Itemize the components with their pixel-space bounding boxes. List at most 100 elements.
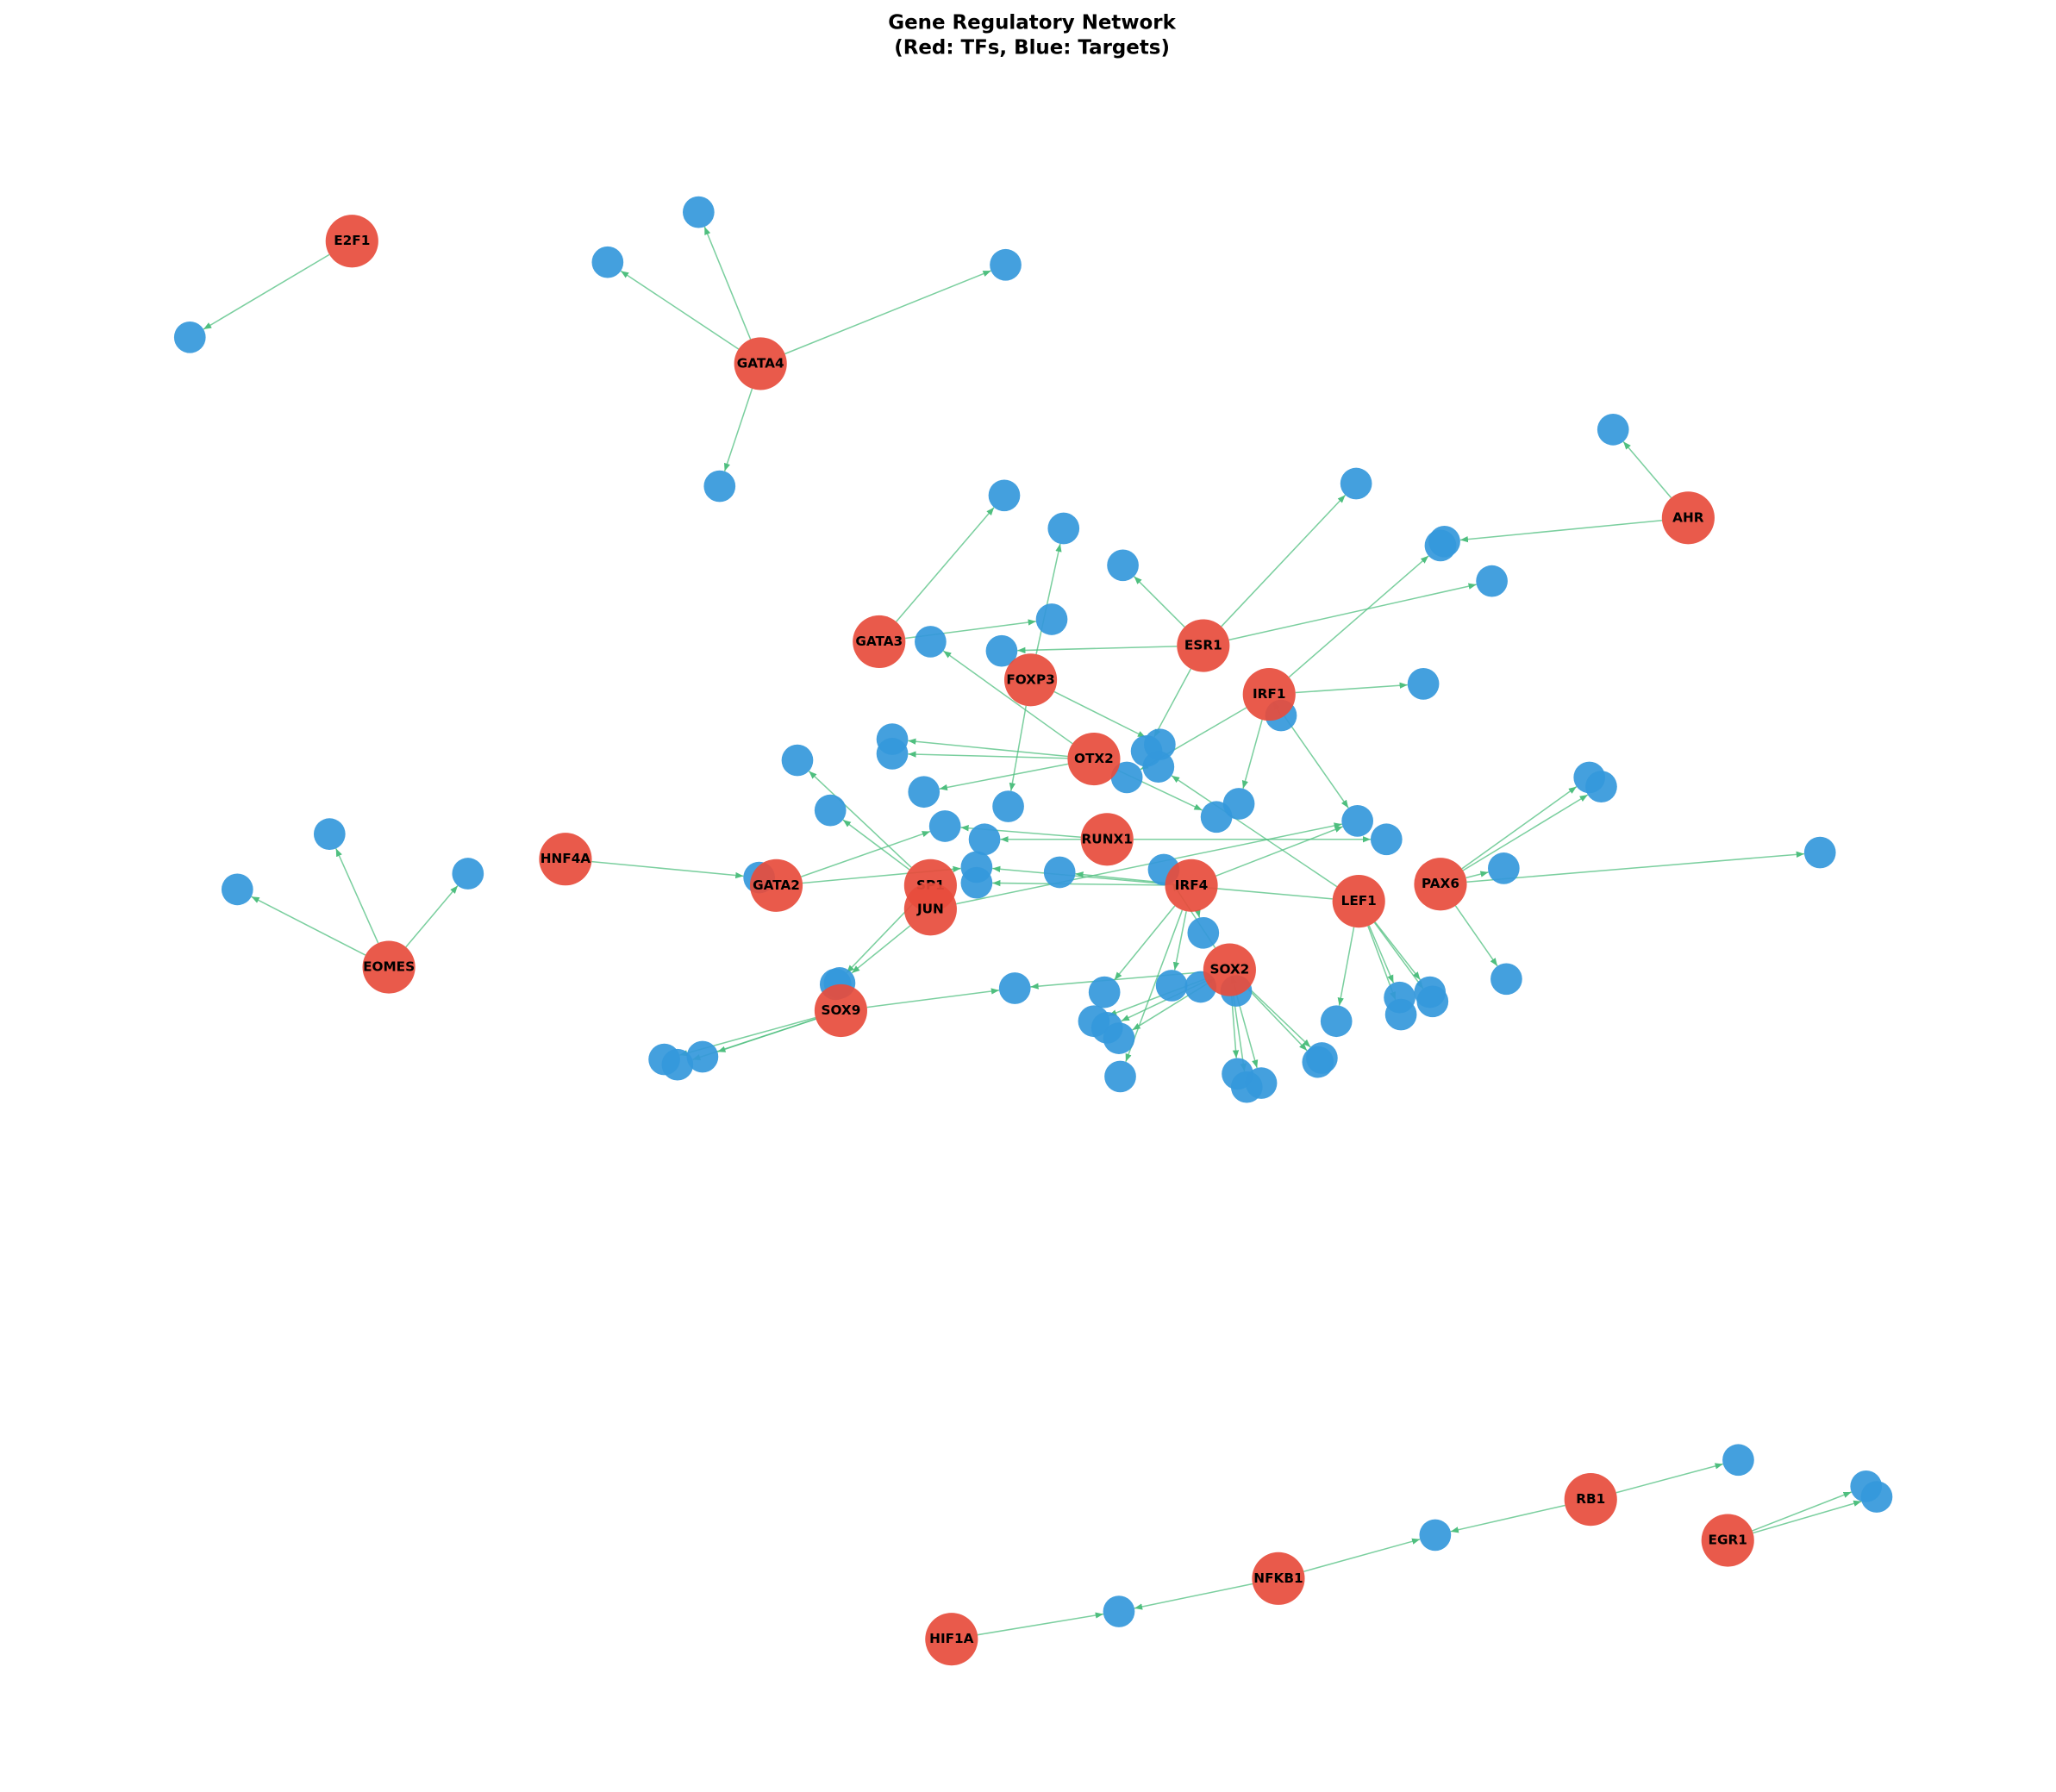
target-node — [1155, 970, 1188, 1002]
tf-node — [325, 215, 378, 268]
edge — [1466, 851, 1805, 883]
edge — [203, 253, 330, 330]
edge — [908, 751, 1068, 759]
target-node — [988, 479, 1021, 512]
node-label: HIF1A — [929, 1631, 974, 1646]
edge — [717, 1018, 816, 1052]
edge — [846, 903, 913, 974]
edge — [1303, 1538, 1421, 1572]
target-node — [781, 744, 814, 777]
node-label: NFKB1 — [1253, 1570, 1303, 1586]
node-label: LEF1 — [1341, 893, 1377, 908]
edge — [723, 388, 753, 471]
node-label: PAX6 — [1422, 876, 1459, 891]
node-label: GATA2 — [753, 877, 800, 893]
node-label: SOX2 — [1209, 962, 1249, 977]
target-node — [1043, 856, 1076, 889]
tf-node — [362, 940, 416, 994]
target-node — [1803, 836, 1836, 869]
target-node — [1407, 668, 1440, 700]
edge — [703, 226, 752, 340]
edge — [1133, 576, 1185, 628]
target-node — [998, 972, 1031, 1004]
target-node — [682, 196, 715, 228]
target-node — [1107, 549, 1139, 582]
target-node — [221, 873, 253, 906]
tf-node — [1080, 813, 1134, 866]
node-label: ESR1 — [1184, 638, 1222, 653]
edge — [1295, 682, 1408, 694]
edge — [992, 879, 1165, 887]
node-label: IRF4 — [1175, 877, 1209, 893]
edge — [1284, 715, 1349, 809]
tf-node — [734, 337, 787, 390]
tf-node — [1661, 491, 1715, 545]
tf-node — [1564, 1473, 1617, 1527]
edge — [942, 650, 1073, 745]
target-node — [915, 626, 947, 658]
edge — [1221, 494, 1347, 628]
target-node — [1103, 1022, 1135, 1054]
edge — [1053, 690, 1147, 739]
node-label: FOXP3 — [1006, 671, 1054, 687]
node-label: SOX9 — [822, 1002, 861, 1018]
target-node — [1585, 771, 1617, 802]
edge — [896, 507, 995, 622]
edge — [1017, 646, 1178, 654]
node-label: GATA3 — [855, 634, 903, 649]
target-node — [928, 810, 961, 842]
edge — [842, 819, 910, 871]
edge — [1752, 1491, 1852, 1532]
tf-node — [853, 615, 906, 669]
edge — [1368, 925, 1395, 983]
tf-node — [749, 859, 803, 912]
target-node — [591, 246, 624, 278]
tf-node — [1242, 668, 1296, 721]
target-node — [1104, 1060, 1136, 1093]
edge — [1450, 1504, 1565, 1533]
target-node — [1597, 414, 1629, 446]
tf-node — [903, 883, 957, 936]
edge — [1215, 826, 1343, 877]
target-nodes — [173, 196, 1893, 1627]
target-node — [1490, 963, 1522, 996]
edge — [1288, 555, 1429, 678]
target-node — [1088, 976, 1121, 1008]
edge — [1622, 440, 1672, 498]
edge — [1462, 794, 1589, 871]
node-label: RUNX1 — [1082, 831, 1133, 846]
target-node — [876, 738, 909, 770]
edge — [1241, 719, 1263, 790]
edge — [1374, 921, 1422, 981]
target-node — [1476, 565, 1508, 597]
tf-node — [1414, 858, 1467, 911]
edge — [1465, 871, 1489, 879]
tf-node — [539, 833, 592, 886]
edge — [1233, 996, 1247, 1072]
title: Gene Regulatory Network — [888, 12, 1176, 34]
edge — [1172, 911, 1187, 971]
target-node — [1424, 529, 1457, 562]
node-label: JUN — [916, 901, 944, 916]
target-node — [992, 790, 1024, 822]
node-label: HNF4A — [541, 851, 591, 866]
node-label: RB1 — [1576, 1491, 1605, 1507]
tf-node — [1332, 875, 1385, 928]
tf-nodes: E2F1 GATA4 AHR GATA3 ESR1 FOXP3 IRF1 OTX2 RUNX1 H… — [325, 215, 1754, 1666]
edge — [977, 1612, 1104, 1636]
edge — [1373, 921, 1424, 990]
node-label: E2F1 — [334, 233, 370, 248]
target-node — [908, 776, 941, 809]
tf-node — [925, 1613, 978, 1666]
target-node — [1187, 916, 1220, 949]
target-node — [1245, 1067, 1278, 1099]
edge — [1153, 668, 1192, 738]
edge — [1753, 1500, 1862, 1534]
edge — [1247, 988, 1308, 1052]
node-label: AHR — [1672, 509, 1704, 525]
edge — [251, 896, 366, 956]
node-label: EGR1 — [1709, 1533, 1747, 1548]
target-node — [960, 866, 993, 899]
